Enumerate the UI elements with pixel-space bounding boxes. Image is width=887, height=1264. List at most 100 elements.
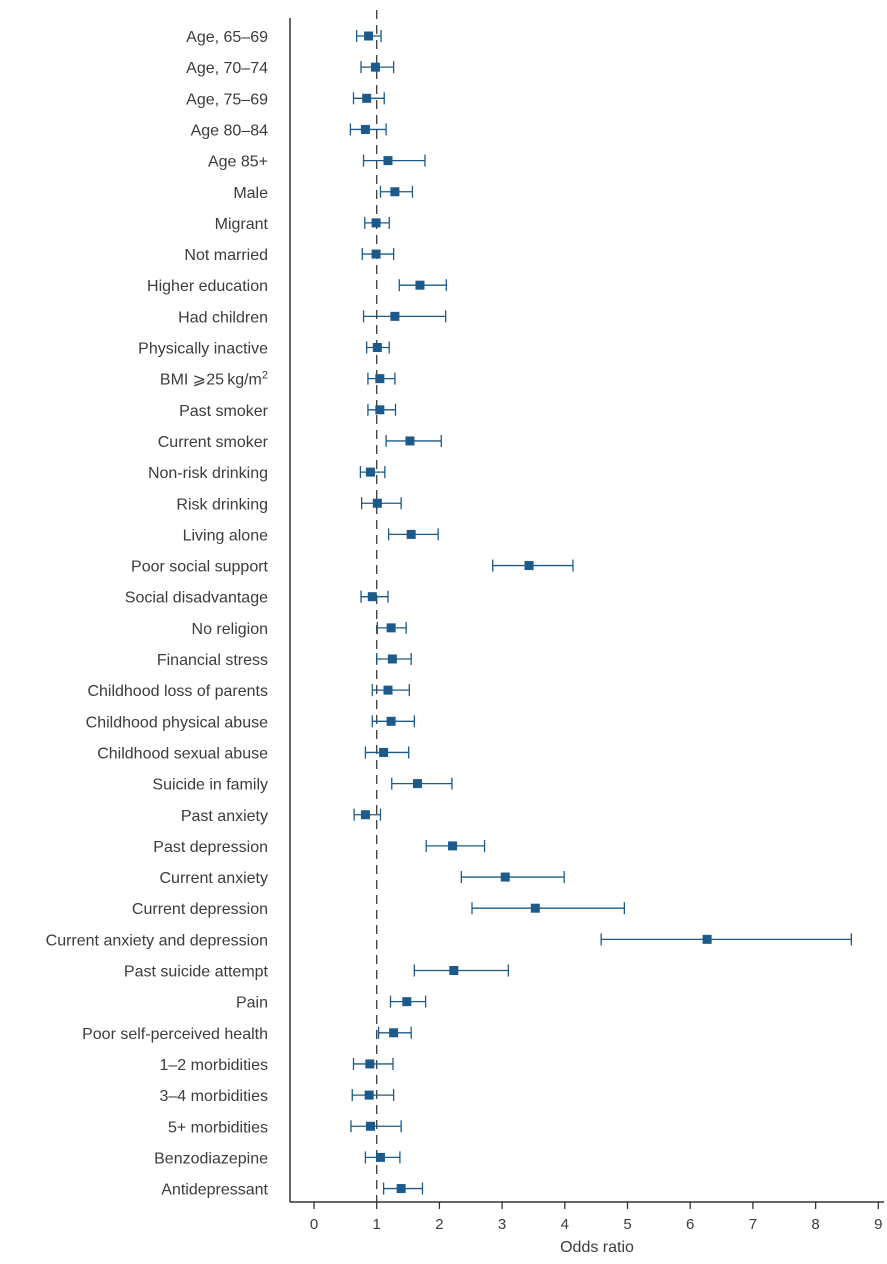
odds-ratio-marker [387,654,397,664]
row-label: Current anxiety [160,870,269,887]
forest-row: 5+ morbidities [168,1119,402,1136]
row-label: Age, 65–69 [186,29,268,46]
forest-row: Higher education [147,278,447,295]
x-tick-label: 3 [498,1216,506,1233]
row-label: Financial stress [157,652,268,669]
odds-ratio-marker [371,249,381,259]
row-label: 1–2 morbidities [160,1057,269,1074]
forest-row: Past anxiety [181,808,382,825]
odds-ratio-marker [702,934,712,944]
odds-ratio-marker [365,1121,375,1131]
odds-ratio-marker [389,1028,399,1038]
row-label: 3–4 morbidities [160,1088,269,1105]
row-label: Had children [178,309,268,326]
forest-row: Past depression [153,839,486,856]
row-label: Current smoker [158,434,269,451]
row-label: Childhood sexual abuse [97,745,268,762]
row-label: Current depression [132,901,268,918]
forest-row: Current smoker [158,434,442,451]
odds-ratio-marker [448,841,458,851]
row-label: 5+ morbidities [168,1119,268,1136]
odds-ratio-marker [412,779,422,789]
x-tick-label: 7 [749,1216,757,1233]
odds-ratio-marker [365,467,375,477]
row-label: Past anxiety [181,808,268,825]
x-tick-label: 1 [373,1216,381,1233]
row-label: BMI ⩾25 kg/m2 [160,370,268,389]
odds-ratio-marker [524,561,534,571]
odds-ratio-marker [500,872,510,882]
odds-ratio-marker [372,498,382,508]
forest-row: Past smoker [179,403,397,420]
forest-row: Pain [236,995,427,1012]
odds-ratio-marker [364,31,374,41]
forest-row: Antidepressant [161,1182,424,1199]
forest-row: Age 85+ [208,154,426,171]
row-label: Higher education [147,278,268,295]
forest-row: Benzodiazepine [154,1150,401,1167]
row-label: Physically inactive [138,341,268,358]
row-label: Past suicide attempt [124,964,269,981]
odds-ratio-marker [370,62,380,72]
forest-rows: Age, 65–69 Age, 70–74 Age, 75–69 Age 80–84 A… [46,29,852,1199]
forest-row: 3–4 morbidities [160,1088,395,1105]
row-label: Past smoker [179,403,269,420]
row-label: Living alone [183,527,269,544]
row-label: Poor self-perceived health [82,1026,268,1043]
row-label: Male [233,185,268,202]
forest-row: Age, 65–69 [186,29,382,46]
x-tick-label: 0 [310,1216,318,1233]
forest-row: BMI ⩾25 kg/m2 [160,370,396,389]
odds-ratio-marker [415,280,425,290]
forest-row: Childhood sexual abuse [97,745,410,762]
forest-row: Age 80–84 [191,122,387,139]
x-tick-label: 9 [874,1216,882,1233]
odds-ratio-marker [364,1090,374,1100]
row-label: No religion [192,621,268,638]
x-ticks: 0 1 2 3 4 5 6 7 8 9 [310,1202,882,1233]
row-label: Risk drinking [176,496,268,513]
odds-ratio-marker [367,592,377,602]
forest-row: Current anxiety [160,870,565,887]
odds-ratio-marker [405,436,415,446]
forest-row: Physically inactive [138,341,390,358]
odds-ratio-marker [371,218,381,228]
x-tick-label: 5 [623,1216,631,1233]
odds-ratio-marker [362,93,372,103]
odds-ratio-marker [402,997,412,1007]
row-label: Past depression [153,839,268,856]
odds-ratio-marker [360,124,370,134]
forest-row: Financial stress [157,652,412,669]
forest-row: No religion [192,621,407,638]
odds-ratio-marker [383,685,393,695]
odds-ratio-marker [530,903,540,913]
forest-row: Childhood loss of parents [87,683,410,700]
row-label: Benzodiazepine [154,1150,268,1167]
odds-ratio-marker [390,311,400,321]
row-label: Non-risk drinking [148,465,268,482]
odds-ratio-marker [406,529,416,539]
forest-row: Poor self-perceived health [82,1026,412,1043]
forest-row: Current depression [132,901,626,918]
row-label: Age, 70–74 [186,60,268,77]
odds-ratio-marker [375,405,385,415]
odds-ratio-marker [372,343,382,352]
x-tick-label: 4 [561,1216,569,1233]
odds-ratio-marker [375,1152,385,1162]
forest-row: Age, 75–69 [186,91,385,108]
row-label: Pain [236,995,268,1012]
forest-row: Age, 70–74 [186,60,395,77]
row-label: Childhood physical abuse [86,714,268,731]
forest-row: Poor social support [131,559,574,576]
odds-ratio-marker [375,374,385,384]
forest-row: Had children [178,309,447,326]
odds-ratio-marker [360,810,370,820]
row-label: Antidepressant [161,1182,268,1199]
forest-row: Suicide in family [152,777,453,794]
forest-row: Risk drinking [176,496,402,513]
row-label: Not married [184,247,268,264]
x-axis-label: Odds ratio [560,1239,634,1256]
forest-row: Non-risk drinking [148,465,386,482]
odds-ratio-marker [383,156,393,166]
